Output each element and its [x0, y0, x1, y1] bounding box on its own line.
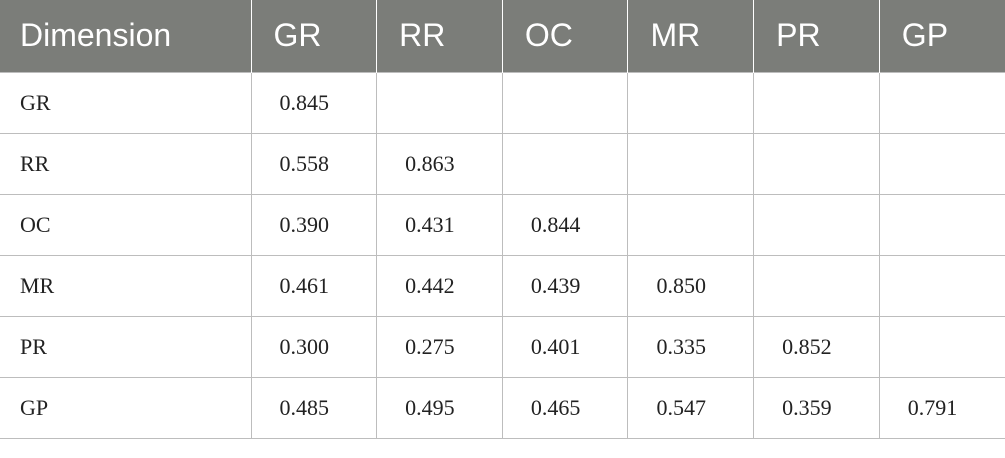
header-gp: GP — [879, 0, 1005, 72]
table-cell — [627, 132, 755, 195]
table-cell — [376, 71, 503, 134]
row-label: RR — [0, 132, 252, 195]
row-label: GR — [0, 71, 252, 134]
table-cell: 0.863 — [376, 132, 503, 195]
correlation-table: Dimension GR RR OC MR PR GP GR 0.845 RR … — [0, 0, 1005, 439]
table-cell — [501, 132, 629, 195]
table-row: OC 0.390 0.431 0.844 — [0, 193, 1005, 256]
table-cell — [753, 254, 880, 317]
table-cell — [753, 193, 880, 256]
header-rr: RR — [376, 0, 503, 72]
row-label: OC — [0, 193, 252, 256]
header-gr: GR — [251, 0, 378, 72]
table-row: RR 0.558 0.863 — [0, 132, 1005, 195]
header-mr: MR — [627, 0, 755, 72]
table-row: MR 0.461 0.442 0.439 0.850 — [0, 254, 1005, 317]
row-label: GP — [0, 376, 252, 439]
table-cell: 0.791 — [878, 376, 1005, 439]
table-cell — [878, 71, 1005, 134]
table-cell — [627, 193, 755, 256]
table-cell — [501, 71, 629, 134]
table-cell: 0.850 — [627, 254, 755, 317]
table-cell — [753, 71, 880, 134]
table-cell: 0.275 — [376, 315, 503, 378]
table-cell — [878, 315, 1005, 378]
header-pr: PR — [753, 0, 880, 72]
table-cell — [878, 254, 1005, 317]
table-header: Dimension GR RR OC MR PR GP — [0, 0, 1005, 72]
table-cell — [878, 193, 1005, 256]
table-cell — [627, 71, 755, 134]
table-body: GR 0.845 RR 0.558 0.863 OC 0.390 0.431 0… — [0, 71, 1005, 439]
row-label: PR — [0, 315, 252, 378]
table-cell: 0.495 — [376, 376, 503, 439]
table-cell: 0.485 — [250, 376, 378, 439]
table-row: PR 0.300 0.275 0.401 0.335 0.852 — [0, 315, 1005, 378]
table-cell: 0.547 — [627, 376, 755, 439]
table-cell: 0.558 — [250, 132, 378, 195]
table-cell — [878, 132, 1005, 195]
table-cell: 0.300 — [250, 315, 378, 378]
table-cell: 0.390 — [250, 193, 378, 256]
table-cell — [753, 132, 880, 195]
row-label: MR — [0, 254, 252, 317]
table-cell: 0.852 — [753, 315, 880, 378]
table-cell: 0.401 — [501, 315, 629, 378]
header-dimension: Dimension — [0, 0, 252, 72]
table-cell: 0.439 — [501, 254, 629, 317]
table-cell: 0.465 — [501, 376, 629, 439]
table-cell: 0.461 — [250, 254, 378, 317]
table-cell: 0.431 — [376, 193, 503, 256]
table-row: GR 0.845 — [0, 71, 1005, 134]
table-cell: 0.359 — [753, 376, 880, 439]
table-cell: 0.335 — [627, 315, 755, 378]
table-cell: 0.844 — [501, 193, 629, 256]
table-cell: 0.442 — [376, 254, 503, 317]
header-row: Dimension GR RR OC MR PR GP — [0, 0, 1005, 72]
table-cell: 0.845 — [250, 71, 378, 134]
table-row: GP 0.485 0.495 0.465 0.547 0.359 0.791 — [0, 376, 1005, 439]
header-oc: OC — [502, 0, 629, 72]
